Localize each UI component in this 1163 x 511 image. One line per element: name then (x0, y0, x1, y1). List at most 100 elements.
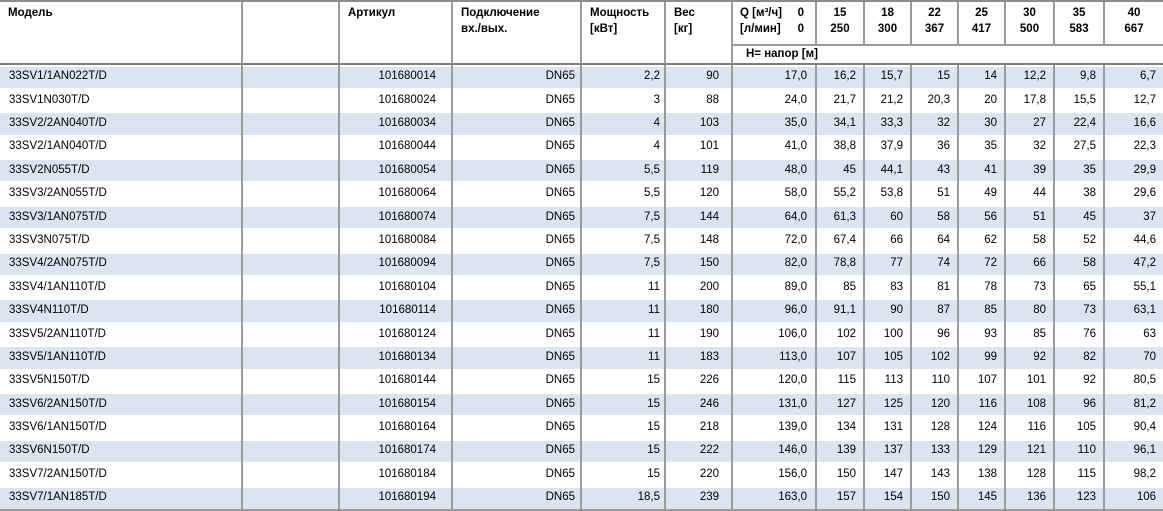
cell-power: 15 (582, 391, 666, 416)
cell-head-value: 55,2 (817, 181, 865, 205)
cell-weight: 119 (666, 158, 733, 182)
cell-weight: 222 (666, 438, 733, 463)
cell-head-value: 90 (865, 298, 912, 322)
cell-head-value: 22,3 (1105, 134, 1163, 159)
cell-head-value: 29,6 (1105, 181, 1163, 205)
cell-head-value: 116 (959, 391, 1006, 416)
cell-article: 101680184 (340, 462, 453, 486)
cell-head-value: 80 (1006, 298, 1055, 322)
cell-power: 18,5 (582, 485, 666, 509)
cell-head-value: 65 (1055, 275, 1105, 299)
flow-lmin: 300 (877, 22, 898, 35)
cell-weight: 103 (666, 111, 733, 135)
cell-connection: DN65 (453, 111, 582, 135)
cell-head-value: 89,0 (733, 275, 817, 299)
cell-head-value: 61,3 (817, 204, 865, 229)
flow-m3h: 35 (1072, 7, 1086, 19)
cell-weight: 190 (666, 321, 733, 346)
cell-head-value: 47,2 (1105, 251, 1163, 276)
cell-image (243, 298, 340, 322)
cell-head-value: 12,2 (1006, 64, 1055, 88)
cell-head-value: 15,5 (1055, 87, 1105, 112)
cell-head-value: 129 (959, 438, 1006, 463)
cell-connection: DN65 (453, 345, 582, 369)
cell-head-value: 101 (1006, 368, 1055, 392)
cell-head-value: 38,8 (817, 134, 865, 159)
cell-weight: 239 (666, 485, 733, 509)
cell-weight: 226 (666, 368, 733, 392)
cell-head-value: 27,5 (1055, 134, 1105, 159)
cell-head-value: 55,1 (1105, 275, 1163, 299)
cell-head-value: 45 (817, 158, 865, 182)
flow-m3h: 40 (1127, 7, 1141, 19)
cell-model: 33SV7/2AN150T/D (0, 462, 243, 486)
cell-article: 101680194 (340, 485, 453, 509)
cell-head-value: 83 (865, 275, 912, 299)
table-row: 33SV1N030T/D 101680024 DN65 3 88 24,0 21,7 21,2… (0, 87, 1163, 112)
cell-connection: DN65 (453, 298, 582, 322)
cell-connection: DN65 (453, 368, 582, 392)
cell-connection: DN65 (453, 462, 582, 486)
cell-head-value: 78,8 (817, 251, 865, 276)
cell-image (243, 134, 340, 159)
cell-head-value: 52 (1055, 228, 1105, 252)
cell-head-value: 44 (1006, 181, 1055, 205)
cell-model: 33SV4/2AN075T/D (0, 251, 243, 276)
cell-head-value: 92 (1055, 368, 1105, 392)
cell-model: 33SV1N030T/D (0, 87, 243, 112)
cell-head-value: 85 (817, 275, 865, 299)
cell-head-value: 102 (817, 321, 865, 346)
cell-head-value: 124 (959, 415, 1006, 439)
cell-article: 101680014 (340, 64, 453, 88)
header-model: Модель (0, 2, 243, 65)
cell-head-value: 63 (1105, 321, 1163, 346)
cell-head-value: 35,0 (733, 111, 817, 135)
cell-head-value: 49 (959, 181, 1006, 205)
cell-head-value: 16,2 (817, 64, 865, 88)
cell-head-value: 87 (912, 298, 959, 322)
cell-power: 11 (582, 321, 666, 346)
cell-power: 15 (582, 415, 666, 439)
cell-head-value: 33,3 (865, 111, 912, 135)
table-row: 33SV3N075T/D 101680084 DN65 7,5 148 72,0 67,4 6… (0, 228, 1163, 252)
table-row: 33SV7/1AN185T/D 101680194 DN65 18,5 239 163,0… (0, 485, 1163, 509)
cell-head-value: 76 (1055, 321, 1105, 346)
cell-head-value: 48,0 (733, 158, 817, 182)
cell-head-value: 17,0 (733, 64, 817, 88)
table-row: 33SV1/1AN022T/D 101680014 DN65 2,2 90 17,0 16,… (0, 64, 1163, 88)
cell-model: 33SV5/2AN110T/D (0, 321, 243, 346)
cell-head-value: 51 (912, 181, 959, 205)
cell-article: 101680064 (340, 181, 453, 205)
cell-power: 15 (582, 438, 666, 463)
cell-image (243, 391, 340, 416)
cell-head-value: 133 (912, 438, 959, 463)
cell-image (243, 64, 340, 88)
header-power-line1: Мощность (590, 7, 650, 19)
cell-head-value: 30 (959, 111, 1006, 135)
cell-head-value: 82,0 (733, 251, 817, 276)
cell-head-value: 150 (912, 485, 959, 509)
cell-head-value: 58,0 (733, 181, 817, 205)
cell-article: 101680054 (340, 158, 453, 182)
cell-head-value: 113,0 (733, 345, 817, 369)
cell-head-value: 51 (1006, 204, 1055, 229)
header-flow-q0: Q [м³/ч] 0 [л/мин] 0 (733, 2, 817, 46)
cell-head-value: 73 (1006, 275, 1055, 299)
cell-head-value: 66 (1006, 251, 1055, 276)
cell-model: 33SV4N110T/D (0, 298, 243, 322)
cell-power: 3 (582, 87, 666, 112)
cell-head-value: 32 (912, 111, 959, 135)
cell-head-value: 107 (817, 345, 865, 369)
header-q-line2: [л/мин] 0 (740, 22, 804, 38)
cell-connection: DN65 (453, 485, 582, 509)
cell-head-value: 15 (912, 64, 959, 88)
cell-weight: 218 (666, 415, 733, 439)
cell-head-value: 91,1 (817, 298, 865, 322)
cell-head-value: 58 (912, 204, 959, 229)
cell-head-value: 35 (959, 134, 1006, 159)
cell-head-value: 105 (1055, 415, 1105, 439)
table-body: 33SV1/1AN022T/D 101680014 DN65 2,2 90 17,0 16,… (0, 64, 1163, 509)
header-image-column (243, 2, 340, 65)
cell-head-value: 58 (1006, 228, 1055, 252)
